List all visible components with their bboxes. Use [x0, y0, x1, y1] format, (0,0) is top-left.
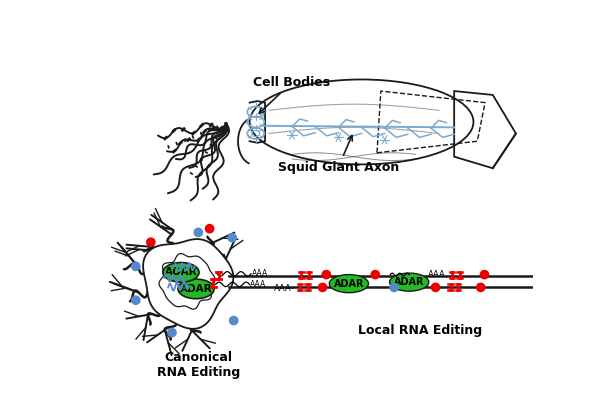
Text: Local RNA Editing: Local RNA Editing — [358, 324, 482, 337]
Text: ADAR: ADAR — [164, 267, 197, 277]
Text: ADAR: ADAR — [180, 284, 212, 294]
Circle shape — [319, 283, 327, 292]
Ellipse shape — [163, 262, 199, 282]
Circle shape — [131, 296, 140, 304]
Circle shape — [390, 283, 398, 292]
Text: AAA: AAA — [250, 280, 266, 289]
Circle shape — [147, 238, 155, 246]
Ellipse shape — [329, 275, 368, 293]
Circle shape — [230, 316, 238, 325]
Text: Canonical
RNA Editing: Canonical RNA Editing — [157, 352, 240, 379]
Circle shape — [194, 228, 202, 237]
Circle shape — [481, 271, 488, 279]
Circle shape — [131, 262, 140, 271]
Circle shape — [168, 328, 176, 337]
Circle shape — [476, 283, 485, 292]
Circle shape — [371, 271, 379, 279]
Text: Cell Bodies: Cell Bodies — [253, 76, 331, 113]
Text: AAA-: AAA- — [274, 284, 295, 293]
Text: AAA: AAA — [428, 270, 446, 279]
Ellipse shape — [389, 273, 429, 291]
Text: AAA: AAA — [252, 269, 268, 278]
Ellipse shape — [178, 279, 214, 299]
Circle shape — [431, 283, 440, 292]
Text: ADAR: ADAR — [394, 277, 424, 287]
Circle shape — [228, 234, 236, 242]
Circle shape — [322, 271, 331, 279]
Polygon shape — [143, 239, 233, 329]
Text: Squid Giant Axon: Squid Giant Axon — [278, 135, 399, 174]
Circle shape — [205, 224, 214, 233]
Text: ADAR: ADAR — [334, 279, 364, 289]
